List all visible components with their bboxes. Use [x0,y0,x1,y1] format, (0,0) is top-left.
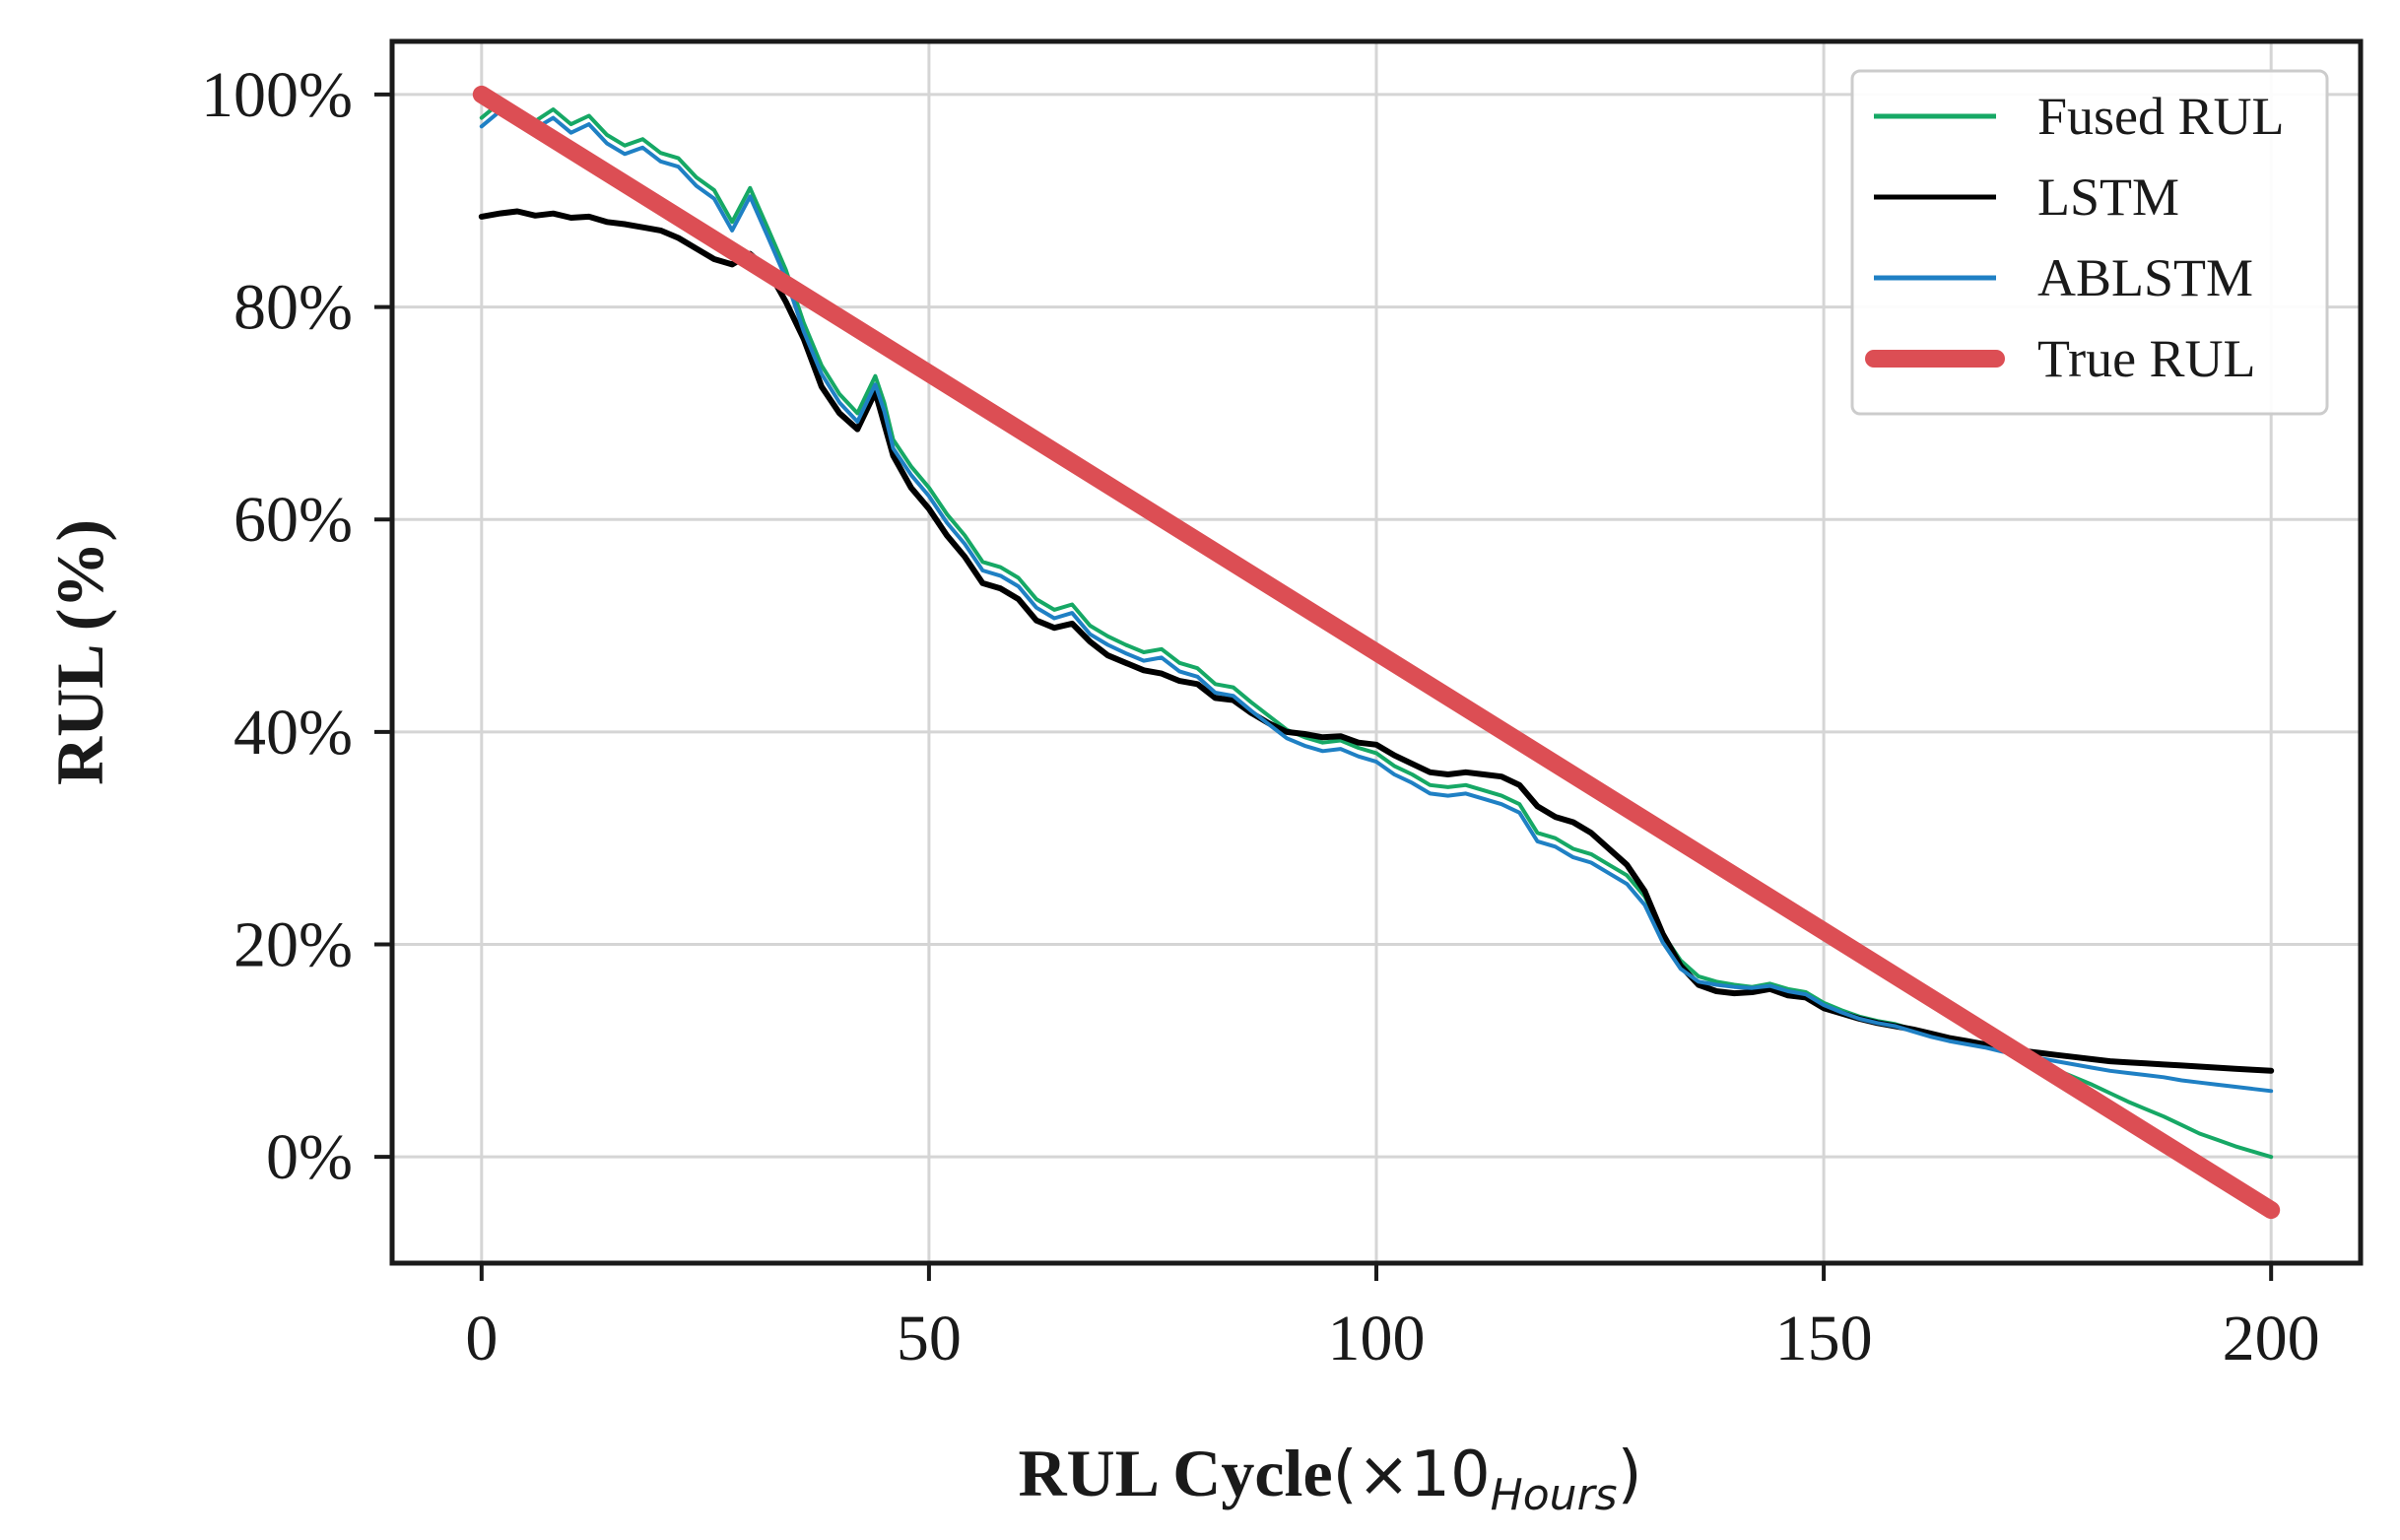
series-line-ablstm [479,109,2274,1094]
x-tick-label: 150 [1775,1303,1873,1374]
legend: Fused RUL LSTM ABLSTM True RUL [1850,69,2329,416]
legend-label-fused: Fused RUL [2037,87,2285,146]
x-tick-label: 100 [1328,1303,1426,1374]
y-tick-label: 0% [266,1121,353,1193]
y-axis-title: RUL (%) [42,519,117,785]
x-tick-label: 0 [465,1303,498,1374]
y-tick-label: 100% [201,59,353,131]
series-line-true [472,85,2281,1220]
y-tick-label: 80% [233,272,353,344]
axis-ticks: 0 50 100 150 200 0% 20% 40% 60% 80% 100% [201,59,2320,1374]
legend-label-lstm: LSTM [2037,167,2179,227]
y-tick-label: 40% [233,697,353,769]
y-tick-label: 60% [233,484,353,556]
legend-box [1850,69,2329,416]
legend-label-ablstm: ABLSTM [2037,248,2253,307]
x-tick-label: 50 [897,1303,962,1374]
x-axis-title: RUL Cycle(×10Hours) [1018,1436,1641,1520]
legend-label-true: True RUL [2037,329,2256,388]
x-tick-label: 200 [2223,1303,2320,1374]
y-tick-label: 20% [233,909,353,981]
series-line-lstm [478,208,2275,1074]
series-lines [472,85,2281,1220]
